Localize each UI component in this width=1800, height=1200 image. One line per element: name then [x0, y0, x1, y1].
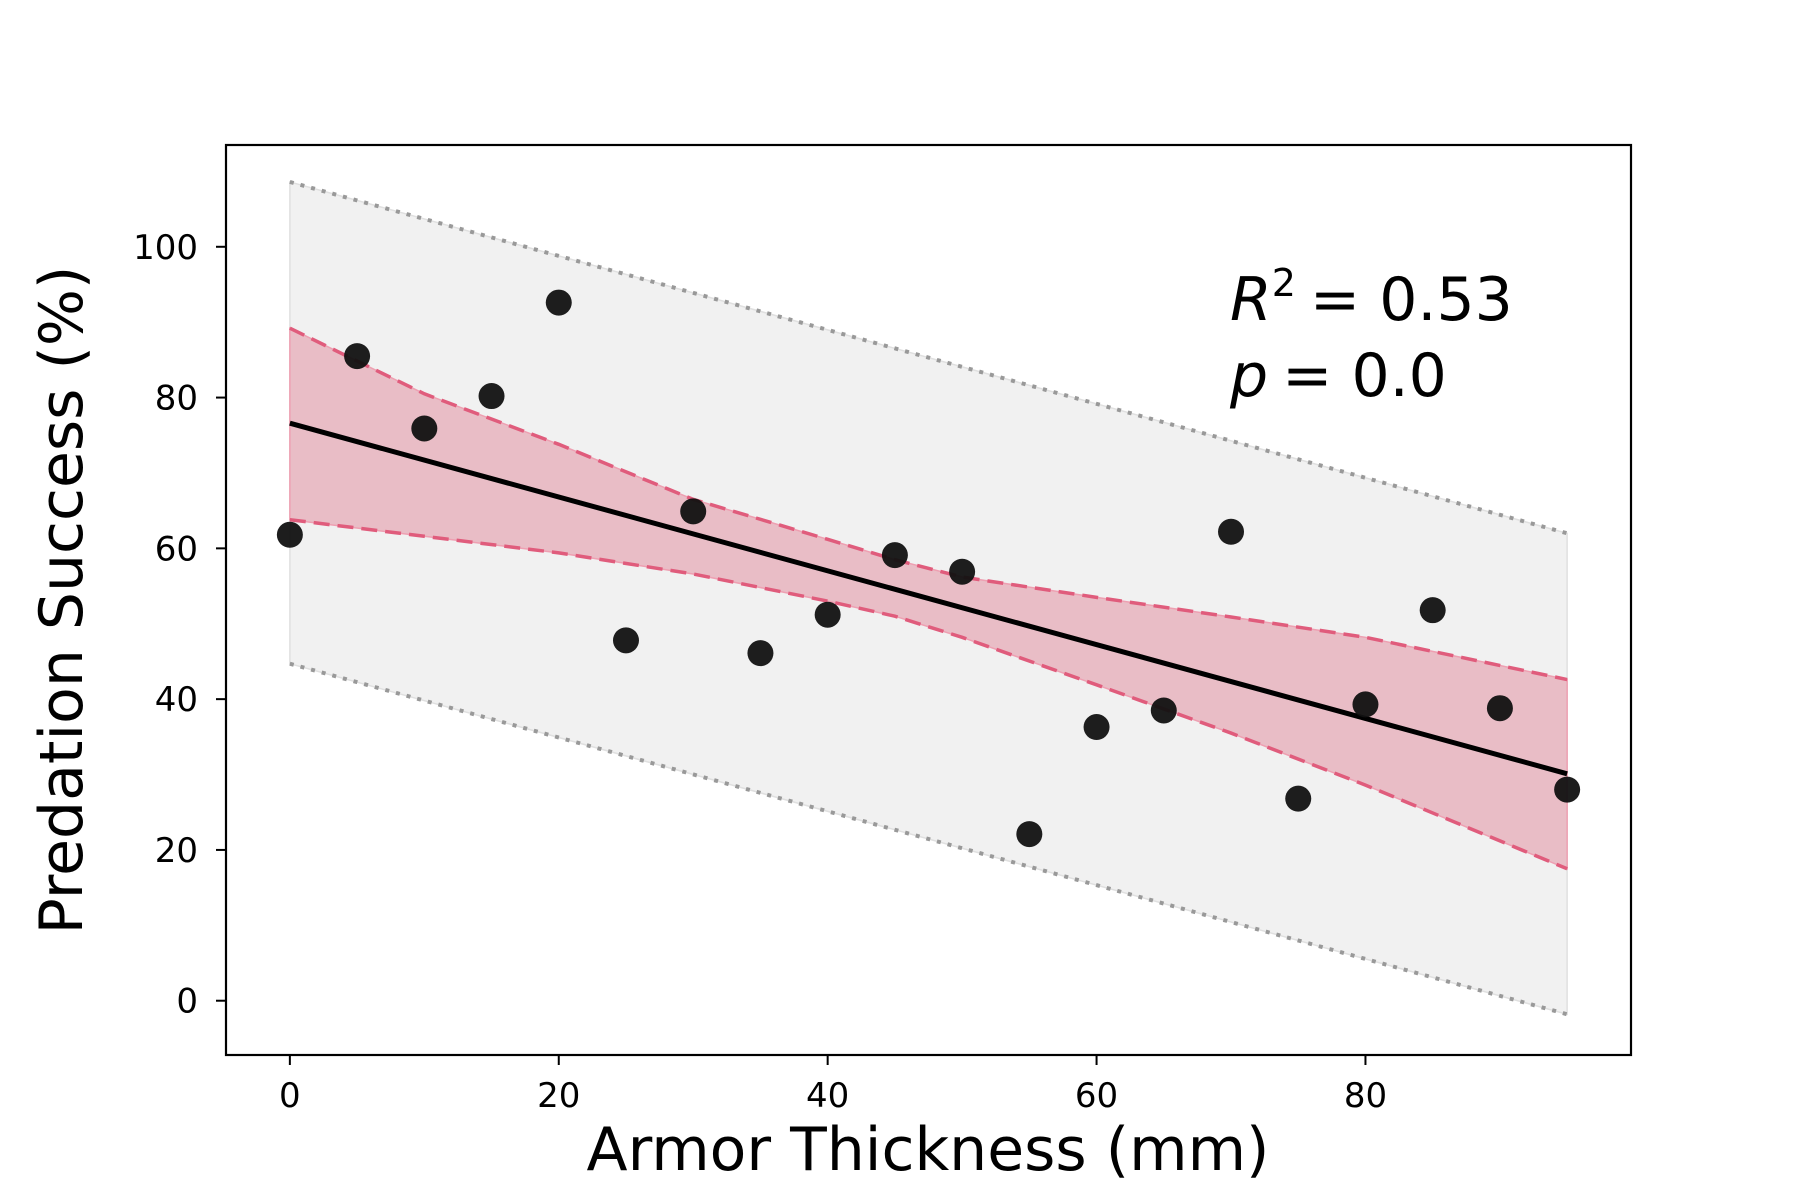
data-point: [411, 415, 438, 442]
p-value-annotation: p = 0.0: [1229, 341, 1447, 411]
data-point: [1419, 597, 1446, 624]
y-axis-title: Predation Success (%): [27, 266, 97, 935]
y-tick-label: 0: [176, 982, 198, 1022]
data-point: [949, 558, 976, 585]
data-point: [1554, 776, 1581, 803]
plot-frame: [224, 143, 1633, 1057]
data-point: [747, 640, 774, 667]
y-tick-label: 40: [155, 680, 198, 720]
y-tick-label: 80: [155, 379, 198, 419]
prediction-upper-line: [289, 180, 1568, 536]
y-axis-ticks: 0 20 40 60 80 100: [133, 228, 226, 1022]
r-squared-symbol: R: [1230, 265, 1272, 335]
data-point: [1150, 697, 1177, 724]
data-point: [1218, 518, 1245, 545]
data-point: [1285, 785, 1312, 812]
data-point: [1083, 714, 1110, 741]
data-point: [1352, 691, 1379, 718]
x-tick-label: 80: [1344, 1076, 1387, 1116]
r-squared-exponent: 2: [1272, 261, 1296, 305]
confidence-lower-line: [289, 517, 1568, 871]
x-tick-label: 40: [806, 1076, 849, 1116]
r-squared-annotation: R2 = 0.53: [1230, 261, 1513, 335]
y-tick-label: 60: [155, 529, 198, 569]
data-point: [276, 521, 303, 548]
data-point: [545, 289, 572, 316]
data-point: [680, 498, 707, 525]
p-symbol: p: [1229, 341, 1268, 411]
data-point: [478, 383, 505, 410]
p-value: = 0.0: [1282, 341, 1447, 411]
data-point: [344, 343, 371, 370]
prediction-lower-line: [289, 661, 1568, 1017]
x-axis-ticks: 0 20 40 60 80: [279, 1055, 1387, 1116]
data-point: [881, 542, 908, 569]
data-points: [276, 289, 1581, 848]
data-point: [612, 627, 639, 654]
x-tick-label: 60: [1075, 1076, 1118, 1116]
regression-fit-line: [289, 420, 1568, 777]
y-tick-label: 100: [133, 228, 198, 268]
data-point: [814, 601, 841, 628]
x-tick-label: 20: [537, 1076, 580, 1116]
y-tick-label: 20: [155, 831, 198, 871]
x-axis-title: Armor Thickness (mm): [587, 1115, 1270, 1185]
data-point: [1486, 695, 1513, 722]
fit-line: [289, 420, 1568, 777]
data-point: [1016, 821, 1043, 848]
x-tick-label: 0: [279, 1076, 301, 1116]
r-squared-value: = 0.53: [1310, 265, 1513, 335]
